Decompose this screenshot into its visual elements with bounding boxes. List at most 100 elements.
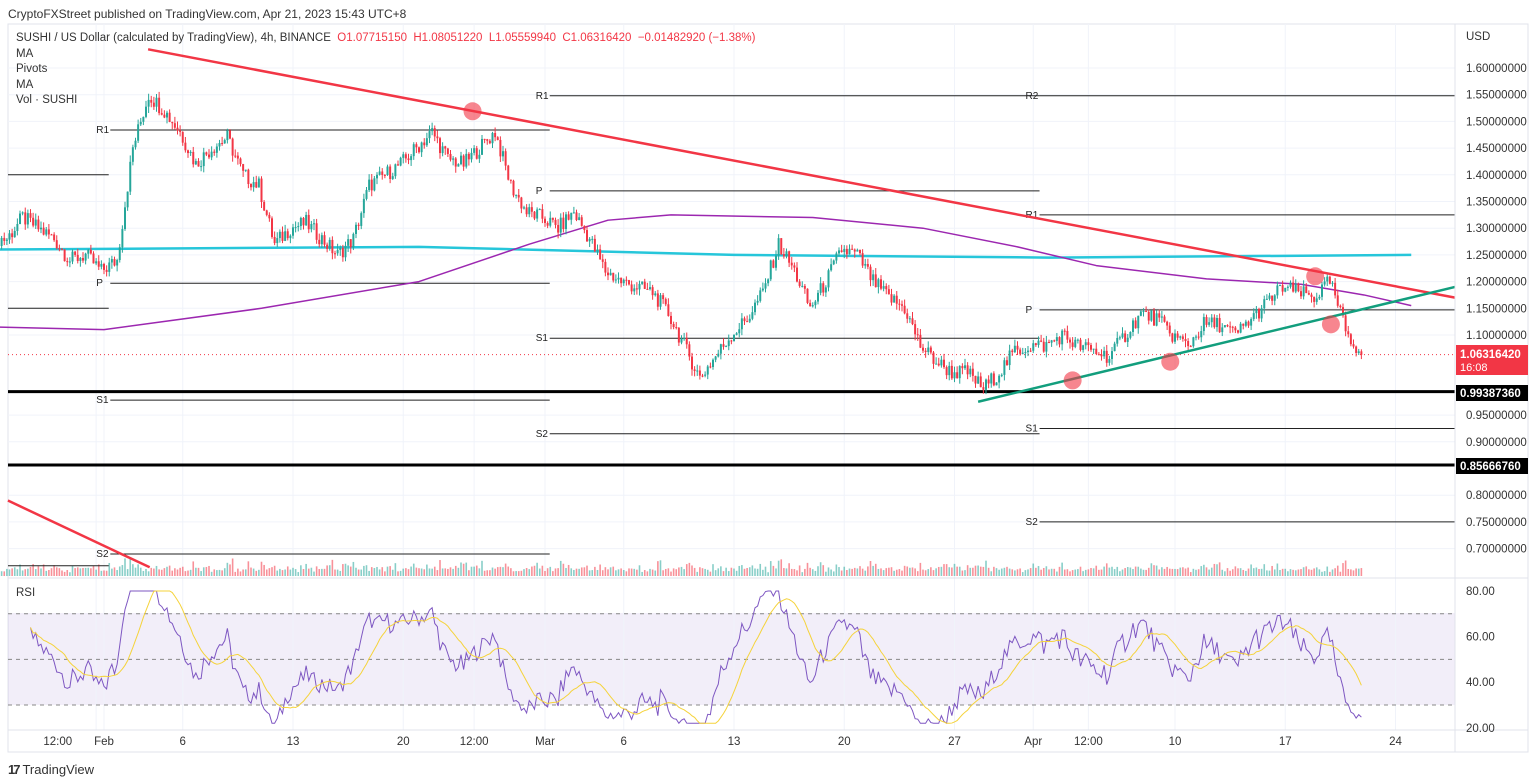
- candle-body: [454, 158, 457, 167]
- volume-bar: [796, 570, 798, 576]
- time-tick: 20: [838, 736, 851, 748]
- volume-bar: [667, 568, 670, 576]
- candle-body: [334, 253, 336, 255]
- volume-bar: [1074, 569, 1077, 576]
- volume-bar: [87, 567, 90, 576]
- candle-body: [365, 190, 368, 199]
- volume-bar: [234, 571, 237, 576]
- candle-body: [824, 287, 827, 293]
- candle-body: [126, 191, 129, 208]
- volume-bar: [580, 567, 583, 576]
- candle-body: [87, 249, 90, 254]
- volume-bar: [145, 568, 147, 576]
- indicator-ma-1[interactable]: MA: [16, 47, 34, 60]
- volume-bar: [1137, 566, 1140, 576]
- candle-body: [567, 214, 570, 220]
- symbol-title[interactable]: SUSHI / US Dollar (calculated by Trading…: [16, 32, 331, 44]
- volume-bar: [909, 567, 911, 576]
- candle-body: [654, 293, 657, 296]
- candle-body: [801, 285, 804, 287]
- candle-body: [1124, 333, 1127, 342]
- volume-bar: [790, 568, 793, 576]
- candle-body: [901, 304, 903, 306]
- time-axis[interactable]: 12:00 Feb 6 13 20 12:00 Mar 6 13 20 27 Apr 12:00 10 17…: [43, 736, 1402, 748]
- pivot-label: P: [1026, 305, 1033, 316]
- candle-body: [257, 178, 260, 188]
- candle-body: [150, 99, 153, 103]
- candle-body: [620, 277, 623, 284]
- volume-bar: [1145, 569, 1147, 576]
- volume-bar: [1056, 571, 1058, 576]
- volume-bar: [688, 562, 691, 576]
- indicator-volume[interactable]: Vol · SUSHI: [16, 94, 78, 106]
- volume-bar: [163, 568, 166, 576]
- volume-bar: [1019, 568, 1021, 576]
- candle-body: [404, 154, 407, 159]
- volume-bar: [1263, 564, 1266, 576]
- volume-bar: [1226, 568, 1229, 576]
- candle-body: [475, 148, 478, 159]
- volume-bar: [334, 569, 336, 576]
- volume-bar: [294, 569, 297, 576]
- candle-body: [61, 248, 63, 250]
- candle-body: [137, 124, 140, 141]
- candle-body: [1352, 344, 1355, 347]
- volume-bar: [1027, 569, 1029, 576]
- tradingview-logo[interactable]: 17 TradingView: [8, 762, 94, 777]
- candle-body: [601, 259, 604, 262]
- candle-body: [1336, 295, 1339, 306]
- candle-body: [24, 212, 27, 225]
- volume-bar: [940, 566, 943, 576]
- volume-bar: [633, 568, 636, 576]
- candle-body: [635, 288, 638, 290]
- candle-body: [286, 231, 289, 239]
- volume-bar: [964, 570, 966, 576]
- candle-body: [462, 155, 465, 167]
- volume-bar: [153, 568, 155, 576]
- candle-body: [1061, 330, 1064, 345]
- candle-body: [223, 140, 226, 144]
- candle-body: [1174, 333, 1176, 342]
- candle-body: [966, 365, 969, 375]
- volume-bar: [29, 566, 32, 576]
- pivot-label: R1: [96, 125, 109, 136]
- candle-body: [1053, 340, 1056, 342]
- candle-body: [121, 229, 124, 248]
- candle-body: [817, 292, 819, 302]
- volume-bar: [832, 571, 835, 576]
- time-tick: 6: [621, 736, 627, 748]
- candle-body: [100, 263, 103, 267]
- volume-bar: [772, 565, 775, 576]
- price-axis[interactable]: 1.60000000 1.55000000 1.50000000 1.45000000…: [1466, 63, 1527, 735]
- volume-bar: [972, 567, 974, 576]
- candle-body: [268, 214, 271, 219]
- volume-bar: [221, 570, 223, 576]
- volume-bar: [129, 557, 132, 576]
- price-tick: 0.70000000: [1466, 544, 1527, 556]
- candle-body: [1202, 317, 1205, 332]
- candle-body: [793, 265, 796, 268]
- candle-body: [410, 156, 413, 161]
- volume-bar: [1258, 569, 1260, 576]
- candle-body: [1084, 342, 1087, 346]
- volume-bar: [113, 567, 116, 576]
- volume-bar: [680, 566, 683, 576]
- volume-bar: [948, 567, 951, 576]
- volume-bar: [914, 568, 916, 576]
- volume-bar: [1168, 568, 1171, 576]
- volume-bar: [305, 563, 307, 576]
- candle-body: [362, 198, 365, 214]
- volume-bar: [620, 568, 622, 576]
- indicator-pivots[interactable]: Pivots: [16, 63, 48, 75]
- candle-body: [349, 239, 352, 248]
- indicator-ma-2[interactable]: MA: [16, 78, 34, 91]
- volume-bar: [1092, 568, 1095, 576]
- candle-body: [420, 142, 423, 153]
- candle-body: [1158, 313, 1161, 318]
- candle-body: [1195, 336, 1197, 338]
- candle-body: [1134, 320, 1137, 329]
- volume-bar: [428, 568, 431, 576]
- volume-bar: [420, 568, 423, 576]
- candle-body: [617, 277, 620, 280]
